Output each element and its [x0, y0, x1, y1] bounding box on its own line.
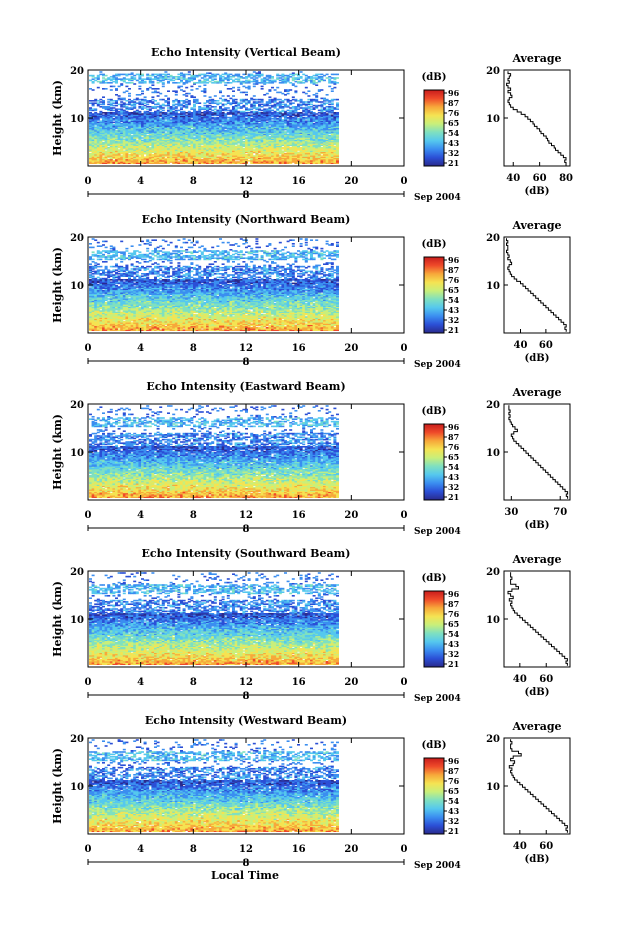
heatmap-cell [164, 158, 167, 160]
heatmap-cell [107, 147, 110, 149]
heatmap-cell [320, 155, 323, 157]
heatmap-cell [149, 147, 152, 149]
heatmap-cell [219, 156, 222, 158]
heatmap-cell [258, 154, 261, 156]
heatmap-cell [201, 146, 204, 148]
heatmap-cell [177, 161, 180, 163]
heatmap-cell [284, 153, 287, 155]
heatmap-cell [201, 159, 204, 161]
heatmap-cell [102, 156, 105, 158]
heatmap-cell [281, 147, 284, 149]
heatmap-cell [281, 150, 284, 152]
heatmap-cell [89, 153, 92, 155]
echo-panel-1: Echo Intensity (Vertical Beam)Height (km… [51, 46, 573, 203]
heatmap-cell [320, 147, 323, 149]
figure-canvas: Echo Intensity (Vertical Beam)Height (km… [0, 0, 618, 929]
heatmap-cell [123, 150, 126, 152]
heatmap-cell [118, 149, 121, 151]
heatmap-cell [253, 149, 256, 151]
heatmap-cell [289, 147, 292, 149]
heatmap-cell [112, 160, 115, 162]
heatmap-cells [89, 71, 339, 164]
heatmap-cell [144, 156, 147, 158]
heatmap-cell [253, 155, 256, 157]
heatmap-cell [138, 156, 141, 158]
heatmap-cell [128, 154, 131, 156]
heatmap-cell [248, 160, 251, 162]
heatmap-cell [151, 154, 154, 156]
heatmap-cell [216, 156, 219, 158]
heatmap-cell [237, 161, 240, 163]
heatmap-cell [235, 161, 238, 163]
heatmap-cell [242, 148, 245, 150]
heatmap-cell [120, 155, 123, 157]
heatmap-cell [297, 152, 300, 154]
heatmap-cell [245, 154, 248, 156]
heatmap-cell [188, 146, 191, 148]
heatmap-cell [235, 146, 238, 148]
heatmap-cell [105, 150, 108, 152]
heatmap-cell [107, 159, 110, 161]
heatmap-cell [300, 147, 303, 149]
heatmap-cell [279, 155, 282, 157]
